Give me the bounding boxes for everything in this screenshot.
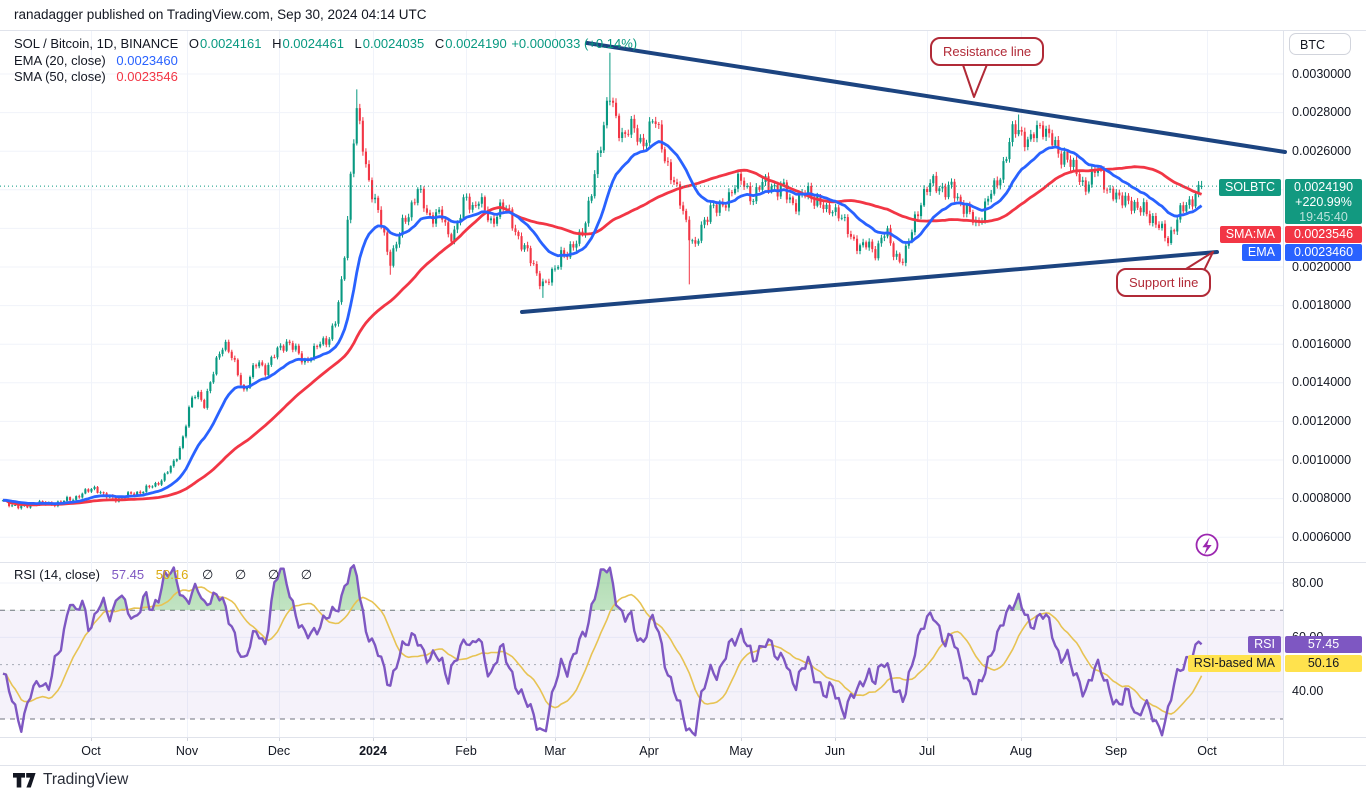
currency-label: BTC <box>1300 38 1325 52</box>
price-axis-label: 0.0010000 <box>1292 452 1352 467</box>
time-tick <box>373 737 374 741</box>
time-tick <box>187 737 188 741</box>
resistance-line-label[interactable]: Resistance line <box>930 37 1045 66</box>
ema-tag-name: EMA <box>1241 244 1281 261</box>
symbol-price: 0.0024190 <box>1293 180 1354 194</box>
tradingview-logo-text: TradingView <box>43 771 129 788</box>
time-axis-label: Feb <box>455 744 477 758</box>
high-value: 0.0024461 <box>282 36 344 51</box>
symbol-change-pct: +220.99% <box>1295 195 1352 209</box>
time-axis-label: Nov <box>175 744 199 758</box>
low-value: 0.0024035 <box>362 36 425 51</box>
price-axis-label: 0.0016000 <box>1292 336 1352 351</box>
time-axis-border <box>0 737 1366 738</box>
close-key: C <box>434 36 445 51</box>
price-axis-divider <box>1283 30 1284 765</box>
tradingview-logo[interactable]: TradingView <box>13 770 128 790</box>
time-tick <box>835 737 836 741</box>
time-axis-bottom-border <box>0 765 1366 766</box>
publish-text: ranadagger published on TradingView.com,… <box>14 7 427 22</box>
trendlines[interactable] <box>520 41 1287 314</box>
chart-gridlines <box>0 30 1283 737</box>
rsi-tag-value: 57.45 <box>1285 636 1362 653</box>
price-axis-label: 0.0012000 <box>1292 413 1352 428</box>
price-axis-label: 0.0026000 <box>1292 143 1352 158</box>
symbol-price-tag-name: SOLBTC <box>1218 179 1281 196</box>
ema-value: 0.0023460 <box>116 53 178 68</box>
resistance-callout-tail <box>961 61 989 98</box>
sma-legend: SMA (50, close) 0.0023546 <box>14 69 178 84</box>
bar-countdown: 19:45:40 <box>1299 210 1348 224</box>
price-axis-label: 0.0028000 <box>1292 105 1352 120</box>
price-axis-label: 0.0018000 <box>1292 298 1352 313</box>
open-key: O <box>188 36 199 51</box>
time-tick <box>741 737 742 741</box>
ema-label: EMA (20, close) <box>14 53 106 68</box>
time-axis-label: Mar <box>544 744 566 758</box>
rsi-label: RSI (14, close) <box>14 567 100 582</box>
rsi-axis-label: 40.00 <box>1292 684 1324 699</box>
rsi-ma-value: 50.16 <box>155 567 189 582</box>
time-axis-label: Sep <box>1104 744 1128 758</box>
rsi-legend: RSI (14, close) 57.45 50.16 ∅ ∅ ∅ ∅ <box>14 567 321 582</box>
pane-divider[interactable] <box>0 562 1366 563</box>
time-tick <box>1116 737 1117 741</box>
time-axis-label: Dec <box>267 744 291 758</box>
change-value: +0.0000033 (+0.14%) <box>511 36 638 51</box>
tradingview-logo-icon <box>13 772 36 787</box>
price-axis-label: 0.0030000 <box>1292 66 1352 81</box>
time-tick <box>555 737 556 741</box>
sma-tag-value: 0.0023546 <box>1285 226 1362 243</box>
time-axis-label: Jul <box>919 744 935 758</box>
boost-icon[interactable] <box>1195 533 1219 557</box>
time-tick <box>1207 737 1208 741</box>
sma-tag-name: SMA:MA <box>1219 226 1281 243</box>
time-axis-label: Apr <box>639 744 659 758</box>
time-axis-label: Jun <box>824 744 846 758</box>
rsi-tag-name: RSI <box>1248 636 1281 653</box>
ema-tag-value: 0.0023460 <box>1285 244 1362 261</box>
time-axis-label: Aug <box>1009 744 1033 758</box>
candlestick-series <box>1 52 1203 510</box>
symbol-title: SOL / Bitcoin, 1D, BINANCE <box>14 36 179 51</box>
symbol-legend: SOL / Bitcoin, 1D, BINANCE O0.0024161 H0… <box>14 36 637 51</box>
time-tick <box>649 737 650 741</box>
price-axis-label: 0.0020000 <box>1292 259 1352 274</box>
time-axis-label: Oct <box>1197 744 1217 758</box>
sma-label: SMA (50, close) <box>14 69 106 84</box>
currency-toggle-button[interactable]: BTC <box>1289 33 1351 55</box>
open-value: 0.0024161 <box>200 36 262 51</box>
time-axis-label: 2024 <box>359 744 387 758</box>
ema-legend: EMA (20, close) 0.0023460 <box>14 53 178 68</box>
low-key: L <box>354 36 362 51</box>
rsi-axis-label: 80.00 <box>1292 575 1324 590</box>
time-axis-label: Oct <box>81 744 101 758</box>
time-tick <box>1021 737 1022 741</box>
rsi-empty-values: ∅ ∅ ∅ ∅ <box>201 567 322 582</box>
moving-average-lines <box>2 140 1203 507</box>
support-line-label[interactable]: Support line <box>1116 268 1212 297</box>
time-tick <box>927 737 928 741</box>
rsi-ma-tag-name: RSI-based MA <box>1187 655 1281 672</box>
price-axis-label: 0.0006000 <box>1292 529 1352 544</box>
price-axis-label: 0.0008000 <box>1292 491 1352 506</box>
publish-bar: ranadagger published on TradingView.com,… <box>0 0 1366 31</box>
high-key: H <box>272 36 282 51</box>
rsi-ma-tag-value: 50.16 <box>1285 655 1362 672</box>
rsi-pane <box>0 564 1283 737</box>
rsi-value: 57.45 <box>111 567 145 582</box>
time-tick <box>466 737 467 741</box>
time-axis-label: May <box>729 744 753 758</box>
time-tick <box>279 737 280 741</box>
price-axis-label: 0.0014000 <box>1292 375 1352 390</box>
sma-value: 0.0023546 <box>116 69 178 84</box>
time-tick <box>91 737 92 741</box>
symbol-price-tag: 0.0024190 +220.99% 19:45:40 <box>1285 179 1362 224</box>
close-value: 0.0024190 <box>445 36 507 51</box>
